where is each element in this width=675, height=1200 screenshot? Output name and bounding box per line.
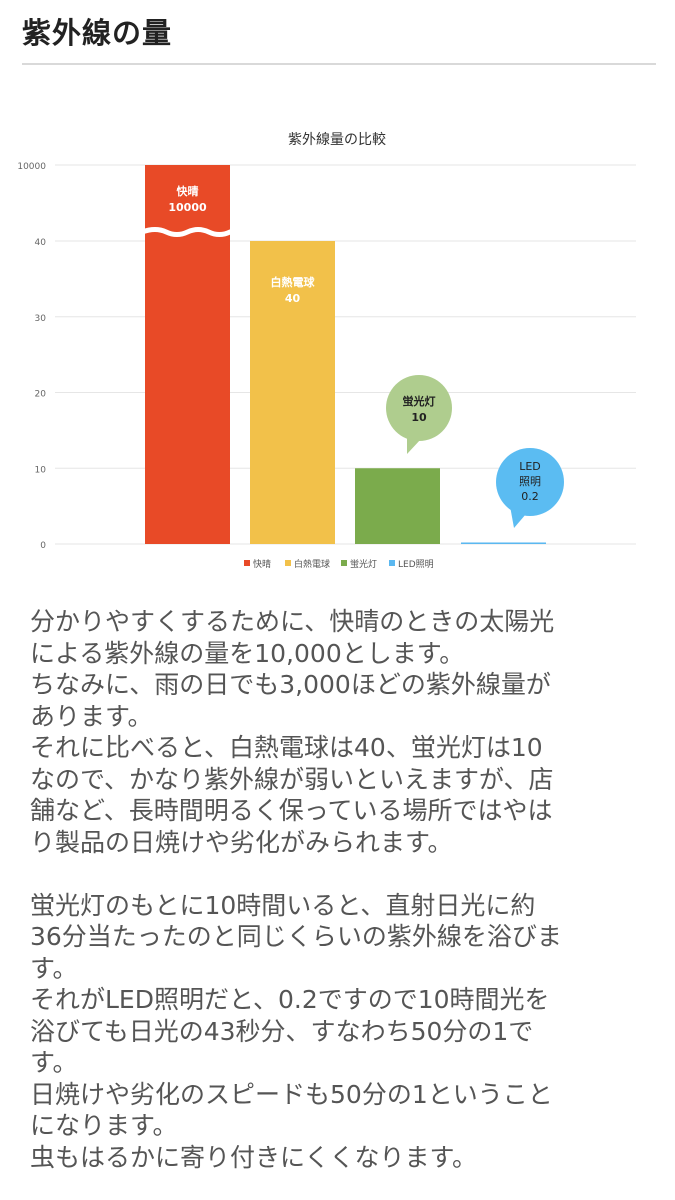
text-line: による紫外線の量を10,000とします。 [30,638,465,668]
y-tick-label: 10 [35,465,47,475]
callout-label-category: 照明 [519,475,541,488]
bar-label-value: 10000 [168,201,207,214]
bar [145,165,230,544]
text-line: す。 [30,953,78,983]
legend-swatch [244,560,250,566]
text-line: 浴びても日光の43秒分、すなわち50分の1で [30,1016,534,1046]
text-line: り製品の日焼けや劣化がみられます。 [30,827,453,857]
paragraph-2: 蛍光灯のもとに10時間いると、直射日光に約 36分当たったのと同じくらいの紫外線… [30,890,655,1174]
legend-label: 快晴 [253,558,271,570]
text-line: 虫もはるかに寄り付きにくくなります。 [30,1142,478,1172]
y-tick-label: 30 [35,314,47,324]
y-tick-label: 40 [35,238,47,248]
y-tick-label: 10000 [17,162,46,172]
bar-label-category: 快晴 [176,184,199,198]
text-line: 分かりやすくするために、快晴のときの太陽光 [30,607,555,636]
y-tick-label: 0 [40,541,46,551]
paragraph-gap [30,858,655,890]
callout-label-category: 蛍光灯 [403,394,436,408]
text-line: あります。 [30,701,153,731]
legend-label: LED照明 [398,559,434,570]
text-line: 蛍光灯のもとに10時間いると、直射日光に約 [30,890,536,920]
text-line: 日焼けや劣化のスピードも50分の1ということ [30,1079,553,1109]
callout-label-value: 10 [411,411,427,424]
axis-break-mark [141,227,233,237]
paragraph-1: 分かりやすくするために、快晴のときの太陽光 による紫外線の量を10,000としま… [30,606,655,858]
callout-bubble [496,448,564,516]
callout-label-value: 0.2 [521,490,539,503]
bar [250,241,335,544]
legend-swatch [285,560,291,566]
bar-label-category: 白熱電球 [271,275,316,289]
text-line: それがLED照明だと、0.2ですので10時間光を [30,985,550,1014]
text-line: す。 [30,1048,78,1077]
callout-pointer [407,436,421,454]
article-body: 分かりやすくするために、快晴のときの太陽光 による紫外線の量を10,000としま… [30,606,655,1173]
callout-bubble [386,375,452,441]
bar-label-value: 40 [285,292,301,305]
text-line: なので、かなり紫外線が弱いといえますが、店 [30,764,554,794]
legend-swatch [389,560,395,566]
legend-label: 白熱電球 [294,558,330,570]
callout-pointer [510,506,526,528]
bar [355,468,440,544]
uv-comparison-chart: 紫外線量の比較 0 10 20 30 40 10000 快晴 10000 白熱電球 40 蛍光灯 10 L… [17,132,636,570]
heading-divider [22,63,656,65]
bar [461,542,546,544]
legend-swatch [341,560,347,566]
chart-title: 紫外線量の比較 [288,132,386,148]
text-line: ちなみに、雨の日でも3,000ほどの紫外線量が [30,670,551,699]
text-line: になります。 [30,1111,178,1140]
y-tick-label: 20 [35,390,47,400]
callout-label-category: LED [519,460,541,473]
text-line: それに比べると、白熱電球は40、蛍光灯は10 [30,733,543,762]
text-line: 36分当たったのと同じくらいの紫外線を浴びま [30,922,562,951]
section-heading: 紫外線の量 [22,16,173,50]
legend-label: 蛍光灯 [350,558,377,570]
text-line: 舗など、長時間明るく保っている場所ではやは [30,796,553,825]
